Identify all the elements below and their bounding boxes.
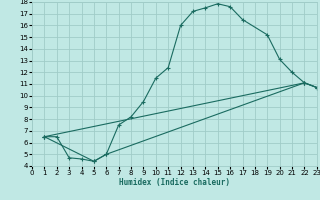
X-axis label: Humidex (Indice chaleur): Humidex (Indice chaleur) [119, 178, 230, 187]
